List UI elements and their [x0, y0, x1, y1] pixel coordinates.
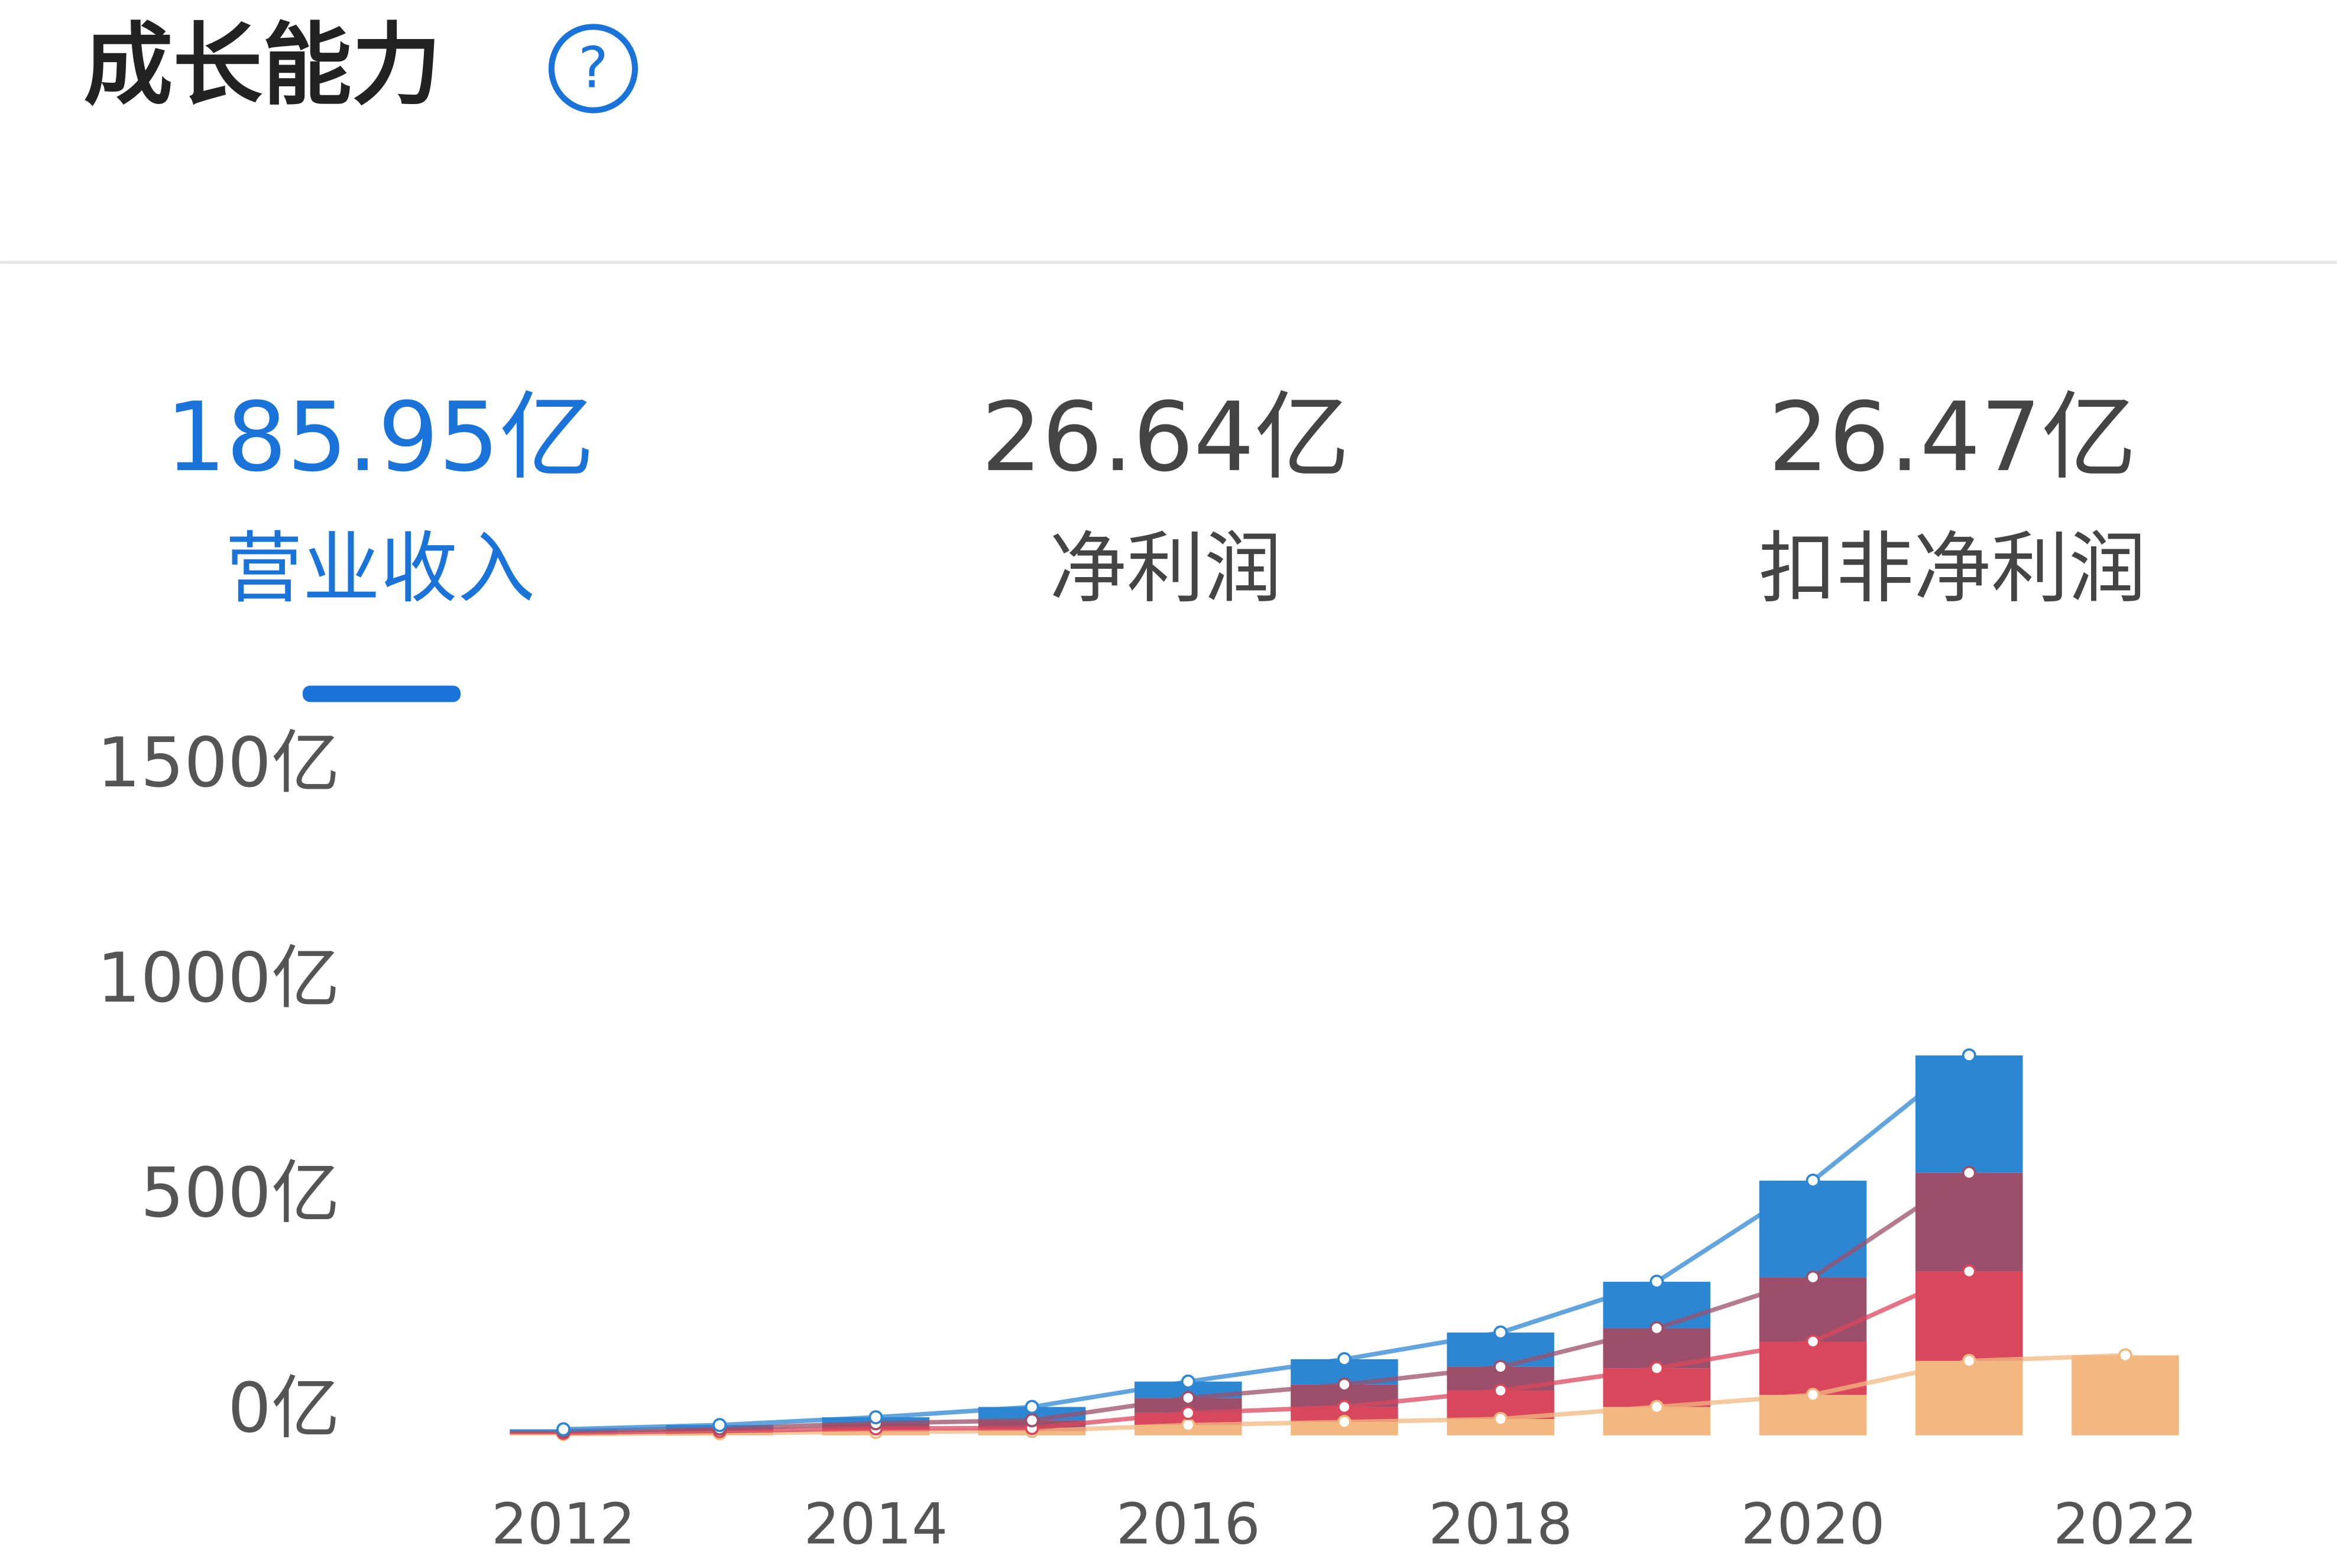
point	[1025, 1399, 1039, 1414]
point	[1493, 1359, 1508, 1374]
point	[1649, 1321, 1664, 1336]
bar-segment	[1603, 1281, 1711, 1329]
point	[1337, 1399, 1351, 1414]
bar-segment	[1915, 1360, 2023, 1436]
point	[1962, 1353, 1976, 1368]
point	[1493, 1412, 1508, 1426]
point	[1649, 1361, 1664, 1376]
point	[556, 1422, 571, 1437]
x-tick-label: 2020	[1741, 1491, 1885, 1557]
section-title: 成长能力	[83, 14, 441, 118]
point	[1806, 1388, 1820, 1402]
point	[1806, 1173, 1820, 1188]
x-tick-label: 2012	[491, 1491, 636, 1557]
x-tick-label: 2014	[804, 1491, 948, 1557]
tab-value[interactable]: 26.47亿	[1768, 382, 2137, 493]
point	[1962, 1264, 1976, 1279]
point	[712, 1418, 727, 1433]
point	[1649, 1274, 1664, 1289]
point	[1493, 1383, 1508, 1398]
bar-segment	[1759, 1180, 1867, 1278]
x-tick-label: 2022	[2053, 1491, 2197, 1557]
bar-segment	[1759, 1277, 1867, 1342]
point	[1337, 1415, 1351, 1430]
y-tick-label: 500亿	[141, 1154, 340, 1233]
point	[1181, 1405, 1195, 1420]
tab-label[interactable]: 净利润	[1049, 523, 1282, 614]
point	[2118, 1348, 2132, 1363]
bar-segment	[1915, 1055, 2023, 1173]
trend-line	[563, 1054, 1971, 1432]
point	[1181, 1391, 1195, 1405]
y-tick-label: 0亿	[228, 1369, 340, 1449]
bar-segment	[1915, 1271, 2023, 1361]
point	[1181, 1418, 1195, 1433]
y-tick-label: 1500亿	[97, 723, 340, 803]
point	[1649, 1399, 1664, 1414]
tab-label[interactable]: 扣非净利润	[1759, 523, 2146, 614]
point	[1337, 1377, 1351, 1392]
help-icon-text[interactable]: ?	[578, 34, 608, 101]
bar-segment	[2072, 1355, 2179, 1436]
trend-line	[563, 1269, 1970, 1436]
x-tick-label: 2016	[1116, 1491, 1260, 1557]
trend-line	[563, 1171, 1970, 1434]
point	[1337, 1352, 1351, 1366]
tab-value[interactable]: 185.95亿	[166, 382, 595, 493]
point	[1806, 1334, 1820, 1349]
point	[1962, 1048, 1976, 1063]
y-tick-label: 1000亿	[97, 938, 340, 1018]
point	[1025, 1413, 1039, 1428]
point	[1806, 1270, 1820, 1285]
chart: 0亿 500亿 1000亿 1500亿 2012 2014 2016 2018 2020 2022	[97, 723, 2197, 1557]
tab-label[interactable]: 营业收入	[225, 523, 535, 614]
help-icon[interactable]	[548, 24, 638, 114]
point	[1962, 1165, 1976, 1180]
bar-segment	[1915, 1172, 2023, 1272]
point	[1181, 1374, 1195, 1389]
point	[868, 1410, 883, 1425]
x-tick-label: 2018	[1428, 1491, 1573, 1557]
point	[1493, 1325, 1508, 1340]
tab-indicator	[302, 685, 461, 702]
tab-value[interactable]: 26.64亿	[981, 382, 1350, 493]
